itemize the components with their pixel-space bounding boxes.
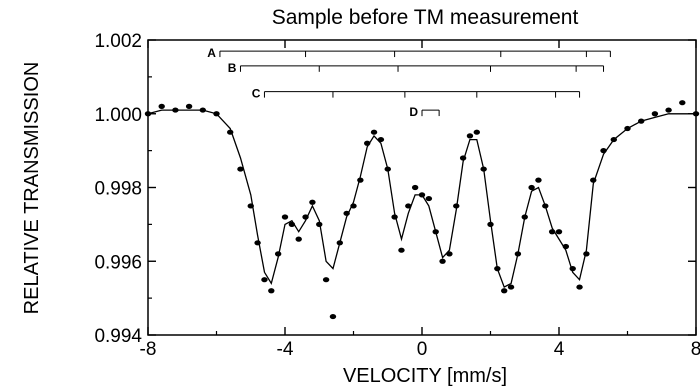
data-points — [144, 100, 700, 320]
fit-line — [147, 109, 696, 289]
data-point — [370, 129, 378, 135]
x-tick-label: -8 — [140, 339, 157, 360]
data-point — [199, 107, 206, 113]
data-point — [535, 177, 542, 183]
data-point — [439, 258, 446, 264]
site-b-label: B — [228, 61, 237, 75]
data-point — [418, 192, 426, 198]
x-tick-label: -4 — [277, 339, 294, 360]
y-tick-label: 0.996 — [94, 252, 142, 273]
data-point — [459, 155, 467, 161]
data-point — [322, 277, 330, 283]
x-tick-label: 4 — [554, 339, 565, 360]
data-point — [446, 251, 453, 257]
data-point — [268, 288, 275, 294]
data-point — [473, 129, 480, 135]
data-point — [480, 166, 487, 172]
data-point — [494, 266, 501, 272]
data-point — [600, 148, 607, 154]
data-point — [562, 243, 570, 250]
data-point — [466, 133, 474, 139]
axis-ticks: -8 -4 0 4 8 0.994 0.996 0.998 1.000 1.002 — [94, 31, 700, 360]
data-point — [405, 203, 412, 209]
site-d-label: D — [409, 105, 418, 119]
data-point — [569, 266, 576, 272]
data-point — [247, 203, 254, 209]
chart-title: Sample before TM measurement — [272, 6, 579, 29]
data-point — [487, 221, 494, 227]
site-a-label: A — [207, 46, 216, 60]
data-point — [679, 100, 686, 106]
y-tick-label: 0.998 — [94, 179, 142, 200]
data-point — [398, 247, 405, 253]
data-point — [583, 251, 590, 257]
y-tick-label: 1.002 — [94, 31, 142, 52]
data-point — [692, 111, 700, 117]
x-tick-label: 8 — [691, 339, 700, 360]
data-point — [528, 184, 535, 191]
data-point — [521, 214, 528, 220]
data-point — [336, 240, 343, 246]
y-tick-label: 1.000 — [94, 105, 142, 126]
data-point — [288, 221, 296, 227]
data-point — [172, 107, 179, 113]
data-point — [610, 136, 617, 143]
data-point — [453, 203, 460, 209]
data-point — [391, 214, 398, 220]
data-point — [507, 284, 515, 290]
data-point — [261, 277, 268, 283]
data-point — [185, 103, 193, 109]
site-annotations: AB C D — [207, 46, 611, 119]
data-point — [295, 236, 302, 242]
data-point — [542, 203, 549, 209]
data-point — [384, 166, 391, 172]
data-point — [329, 313, 337, 320]
plot-frame — [147, 39, 697, 336]
data-point — [432, 229, 439, 235]
data-point — [302, 214, 309, 220]
data-point — [514, 251, 522, 257]
data-point — [548, 229, 556, 235]
data-point — [343, 210, 350, 216]
data-point — [377, 136, 385, 143]
data-point — [425, 195, 433, 202]
data-point — [350, 203, 357, 209]
data-point — [357, 177, 364, 183]
data-point — [665, 107, 672, 113]
data-point — [227, 129, 234, 135]
data-point — [576, 284, 583, 290]
data-point — [281, 214, 289, 220]
data-point — [144, 111, 152, 117]
data-point — [237, 166, 244, 172]
x-axis-label: VELOCITY [mm/s] — [343, 365, 507, 387]
data-point — [501, 288, 508, 294]
data-point — [651, 111, 659, 117]
data-point — [254, 240, 261, 246]
y-tick-label: 0.994 — [94, 326, 142, 347]
data-point — [158, 103, 165, 109]
data-point — [309, 199, 316, 205]
data-point — [411, 184, 419, 191]
x-tick-label: 0 — [417, 339, 428, 360]
data-point — [638, 118, 645, 124]
data-point — [213, 111, 220, 117]
data-point — [555, 229, 563, 235]
data-point — [316, 221, 323, 227]
data-point — [624, 125, 631, 132]
y-axis-label: RELATIVE TRANSMISSION — [21, 62, 43, 315]
site-c-label: C — [252, 87, 261, 101]
data-point — [590, 177, 597, 183]
data-point — [274, 251, 282, 257]
data-point — [364, 140, 371, 146]
